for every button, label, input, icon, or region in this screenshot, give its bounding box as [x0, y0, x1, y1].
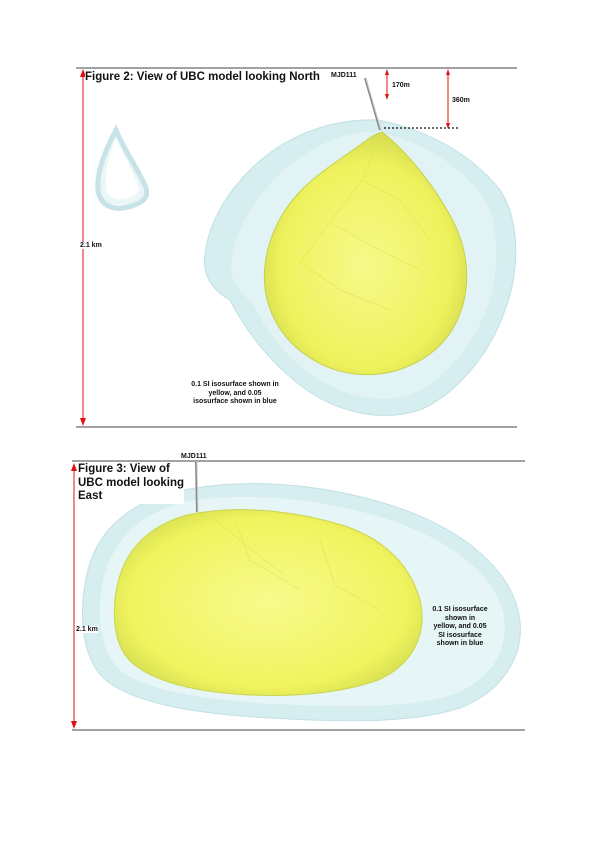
- figure-2-360m-label: 360m: [452, 97, 470, 104]
- figure-3-note-line: yellow, and 0.05: [433, 623, 487, 630]
- figure-2-170m-label: 170m: [392, 82, 410, 89]
- figure-3-note-line: 0.1 SI isosurface: [432, 606, 488, 613]
- figure-3-title-line: East: [78, 490, 103, 502]
- figure-3-note-line: shown in blue: [436, 640, 484, 647]
- figure-2-note-line: yellow, and 0.05: [208, 389, 262, 397]
- figure-3-note: 0.1 SI isosurface shown in yellow, and 0…: [420, 606, 500, 649]
- figure-2-note-line: 0.1 SI isosurface shown in: [191, 381, 279, 388]
- figure-3-drillhole: [195, 461, 199, 513]
- figure-2-drillhole-label: MJD111: [331, 72, 357, 79]
- figure-3-drillhole-label: MJD111: [181, 453, 207, 460]
- figure-3-title: Figure 3: View of UBC model looking East: [78, 463, 185, 504]
- figure-3-note-line: SI isosurface: [438, 631, 482, 639]
- figure-2-drillhole: [364, 77, 382, 131]
- figure-2-scale-label: 2.1 km: [80, 242, 102, 249]
- figure-3-note-line: shown in: [444, 614, 476, 622]
- figure-3-inner-isosurface: [113, 509, 423, 696]
- figure-3-scale-label: 2.1 km: [76, 626, 98, 633]
- figure-2-inner-isosurface: [263, 131, 468, 376]
- figure-2-170m-arrow: [385, 69, 389, 100]
- figure-3-title-line: UBC model looking: [78, 476, 185, 489]
- figure-2-note-line: isosurface shown in blue: [193, 398, 277, 405]
- figure-2-note: 0.1 SI isosurface shown in yellow, and 0…: [180, 381, 290, 407]
- figure-2-360m-arrow: [446, 69, 450, 129]
- figure-3-title-line: Figure 3: View of: [78, 463, 170, 475]
- figure-3-scale-arrow: [71, 463, 77, 729]
- figure-2-title: Figure 2: View of UBC model looking Nort…: [85, 71, 320, 84]
